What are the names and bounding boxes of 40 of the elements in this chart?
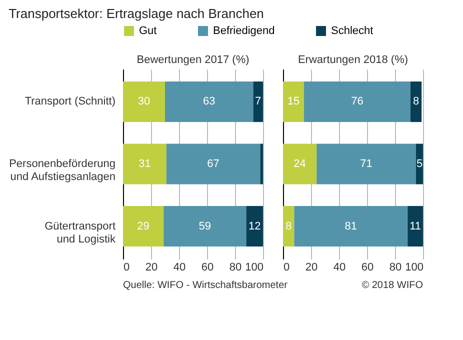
data-label: 15 bbox=[287, 96, 300, 108]
chart-title: Transportsektor: Ertragslage nach Branchen bbox=[8, 6, 264, 21]
data-label: 8 bbox=[286, 220, 292, 232]
x-tick-label: 20 bbox=[145, 262, 158, 274]
data-label: 12 bbox=[248, 220, 261, 232]
data-label: 67 bbox=[207, 158, 220, 170]
legend-label: Schlecht bbox=[331, 25, 374, 37]
x-tick-label: 20 bbox=[305, 262, 318, 274]
data-label: 81 bbox=[344, 220, 358, 232]
x-tick-label: 40 bbox=[173, 262, 186, 274]
x-tick-label: 100 bbox=[405, 262, 424, 274]
data-label: 29 bbox=[137, 220, 150, 232]
y-tick-label: Transport (Schnitt) bbox=[24, 96, 116, 108]
data-label: 76 bbox=[351, 96, 364, 108]
data-label: 7 bbox=[255, 96, 262, 108]
text: © 2018 WIFO bbox=[362, 280, 424, 291]
chart-subtitle: Bewertungen 2017 (%) bbox=[136, 54, 250, 66]
data-label: 63 bbox=[202, 96, 216, 108]
source-note: Quelle: WIFO - Wirtschaftsbarometer bbox=[123, 280, 288, 291]
chart-subtitle: Erwartungen 2018 (%) bbox=[298, 54, 408, 66]
data-label: 59 bbox=[198, 220, 212, 232]
data-label: 30 bbox=[138, 96, 150, 108]
y-tick-label: Gütertransport und Logistik bbox=[44, 220, 116, 246]
x-tick-label: 40 bbox=[333, 262, 346, 274]
y-tick-label: Personenbeförderung und Aufstiegsanlagen bbox=[9, 158, 116, 183]
data-label: 5 bbox=[416, 158, 423, 170]
data-label: 11 bbox=[410, 220, 422, 232]
x-tick-label: 0 bbox=[284, 262, 290, 274]
legend-label: Befriedigend bbox=[213, 25, 275, 37]
x-tick-label: 100 bbox=[245, 262, 264, 274]
x-tick-label: 60 bbox=[361, 262, 374, 274]
x-tick-label: 60 bbox=[201, 262, 214, 274]
data-label: 71 bbox=[360, 158, 372, 170]
legend-label: Gut bbox=[139, 25, 157, 37]
data-label: 24 bbox=[294, 158, 306, 170]
x-tick-label: 0 bbox=[124, 262, 130, 274]
x-tick-label: 80 bbox=[229, 262, 242, 274]
data-label: 31 bbox=[138, 158, 151, 170]
x-tick-label: 80 bbox=[389, 262, 402, 274]
data-label: 8 bbox=[412, 96, 420, 108]
